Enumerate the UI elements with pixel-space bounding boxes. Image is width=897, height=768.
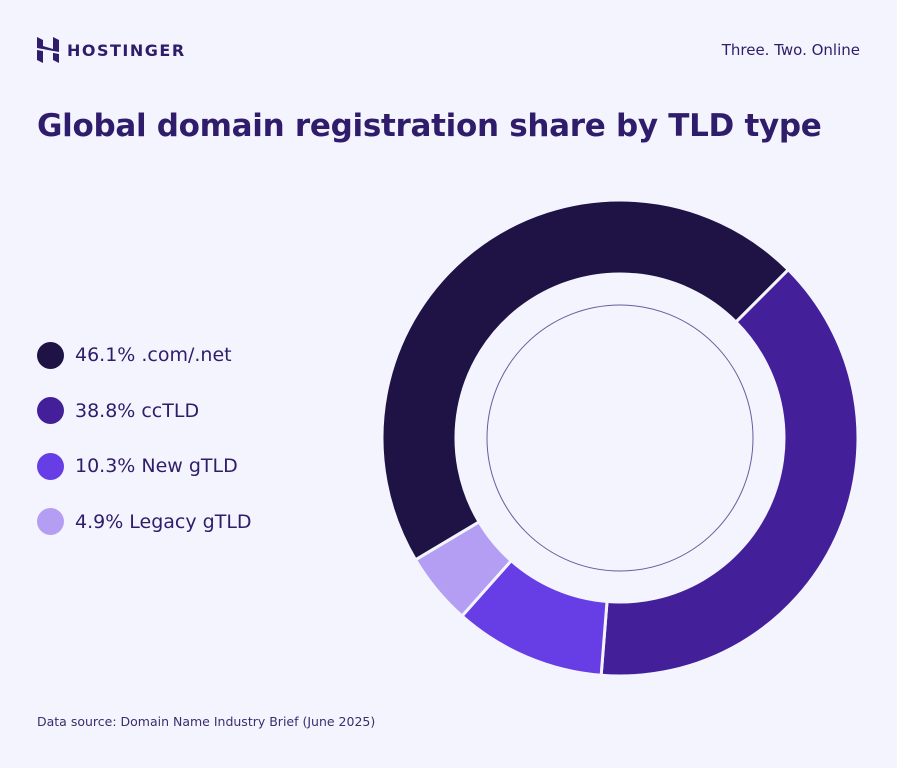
legend-value: 46.1% [75,344,136,366]
legend-label: New gTLD [141,455,238,477]
legend-item: 10.3% New gTLD [37,452,252,480]
legend-label: .com/.net [141,344,232,366]
data-source: Data source: Domain Name Industry Brief … [37,714,376,729]
donut-slice [599,267,860,678]
donut-slice [413,519,514,619]
legend-item: 46.1% .com/.net [37,341,252,369]
inner-ring-outline [486,304,754,572]
legend-swatch [37,341,64,369]
legend-swatch [37,397,64,424]
legend-label: ccTLD [141,399,200,422]
legend-swatch [37,452,64,480]
legend: 46.1% .com/.net 38.8% ccTLD 10.3% New gT… [37,341,252,563]
legend-item: 4.9% Legacy gTLD [37,508,252,536]
chart-title: Global domain registration share by TLD … [37,108,822,144]
hostinger-logo: HOSTINGER [37,37,186,63]
legend-value: 4.9% [75,510,124,533]
brand-name: HOSTINGER [67,40,186,60]
legend-value: 10.3% [75,455,136,477]
hostinger-h-icon [37,37,59,63]
legend-swatch [37,508,64,535]
tagline: Three. Two. Online [721,41,860,59]
donut-slice [380,198,791,562]
legend-label: Legacy gTLD [129,510,252,533]
legend-value: 38.8% [75,399,136,422]
legend-item: 38.8% ccTLD [37,397,252,425]
